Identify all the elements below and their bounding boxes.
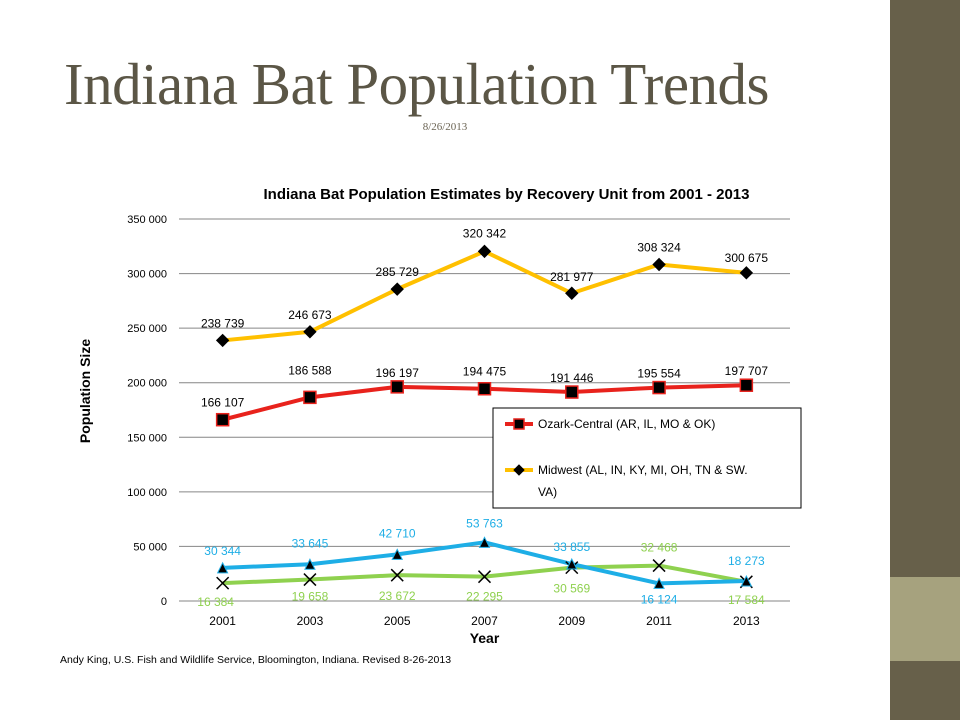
- y-tick-label: 300 000: [127, 269, 167, 281]
- legend-label-line: VA): [538, 485, 557, 499]
- data-point-marker: [740, 574, 753, 587]
- legend-marker: [513, 464, 525, 476]
- data-point-marker: [303, 573, 317, 587]
- legend-label: Midwest (AL, IN, KY, MI, OH, TN & SW. VA): [538, 463, 748, 499]
- data-label: 197 707: [725, 364, 769, 378]
- data-label: 32 468: [641, 541, 678, 555]
- data-point-marker: [565, 385, 579, 399]
- data-label: 53 763: [466, 516, 503, 530]
- y-axis-title: Population Size: [77, 339, 93, 443]
- legend-label-line: Midwest (AL, IN, KY, MI, OH, TN & SW.: [538, 463, 748, 477]
- data-point-marker: [739, 266, 754, 280]
- data-label: 238 739: [201, 316, 245, 330]
- data-point-marker: [304, 558, 316, 570]
- data-label: 18 273: [728, 554, 765, 568]
- data-label: 166 107: [201, 396, 245, 410]
- data-label: 33 645: [292, 536, 329, 550]
- population-chart: Indiana Bat Population Estimates by Reco…: [77, 186, 802, 646]
- footer-credit: Andy King, U.S. Fish and Wildlife Servic…: [60, 654, 452, 666]
- series-line-1: [222, 249, 747, 343]
- data-point-marker: [565, 286, 579, 300]
- data-point-marker: [653, 577, 665, 589]
- data-point-marker: [652, 559, 666, 573]
- data-point-marker: [303, 325, 317, 339]
- y-tick-label: 350 000: [127, 214, 167, 226]
- x-marker-stroke: [477, 570, 492, 584]
- x-tick-label: 2009: [558, 614, 585, 628]
- y-tick-label: 50 000: [133, 541, 167, 553]
- data-label: 16 384: [197, 595, 234, 609]
- data-label: 191 446: [550, 371, 594, 385]
- x-marker-stroke: [390, 568, 404, 582]
- chart-title: Indiana Bat Population Estimates by Reco…: [264, 186, 750, 203]
- y-tick-label: 0: [161, 596, 167, 608]
- data-point-marker: [390, 380, 404, 394]
- data-label: 320 342: [463, 226, 507, 240]
- data-point-marker: [477, 570, 492, 584]
- data-point-marker: [390, 282, 404, 296]
- x-tick-label: 2007: [471, 614, 498, 628]
- data-label: 300 675: [725, 251, 769, 265]
- x-tick-label: 2003: [297, 614, 324, 628]
- data-point-marker: [390, 568, 404, 582]
- data-label: 285 729: [376, 265, 420, 279]
- data-point-marker: [216, 561, 229, 574]
- data-point-marker: [303, 390, 317, 405]
- data-point-marker: [652, 257, 666, 272]
- x-tick-label: 2011: [646, 614, 672, 628]
- data-point-marker: [478, 536, 491, 548]
- data-label: 186 588: [288, 363, 332, 377]
- y-tick-label: 150 000: [127, 432, 167, 444]
- data-label: 30 344: [204, 544, 241, 558]
- series-line-3: [222, 563, 747, 586]
- legend-label: Ozark-Central (AR, IL, MO & OK): [538, 417, 715, 431]
- data-label: 30 569: [553, 582, 590, 596]
- data-label: 33 855: [553, 540, 590, 554]
- data-point-marker: [739, 378, 754, 392]
- data-label: 308 324: [637, 240, 681, 254]
- legend-box: [492, 407, 802, 509]
- data-point-marker: [477, 244, 492, 259]
- y-tick-label: 200 000: [127, 378, 167, 390]
- data-point-marker: [565, 557, 578, 570]
- data-label: 17 584: [728, 593, 765, 607]
- x-axis-title: Year: [470, 630, 500, 646]
- x-tick-label: 2013: [733, 614, 760, 628]
- data-label: 22 295: [466, 590, 503, 604]
- data-label: 196 197: [376, 366, 420, 380]
- x-marker-stroke: [216, 576, 230, 590]
- data-point-marker: [215, 333, 230, 348]
- y-tick-label: 250 000: [127, 323, 167, 335]
- data-label: 281 977: [550, 270, 594, 284]
- data-label: 194 475: [463, 365, 507, 379]
- data-label: 19 658: [292, 590, 329, 604]
- data-label: 195 554: [637, 367, 681, 381]
- data-label: 42 710: [379, 526, 416, 540]
- x-marker-stroke: [303, 573, 317, 587]
- data-label: 246 673: [288, 308, 332, 322]
- legend-marker: [513, 418, 525, 430]
- data-label: 16 124: [641, 592, 678, 606]
- data-point-marker: [391, 548, 404, 560]
- data-point-marker: [477, 381, 492, 396]
- x-marker-stroke: [652, 559, 666, 573]
- data-point-marker: [215, 412, 230, 427]
- side-accent: [890, 577, 960, 661]
- data-point-marker: [216, 576, 230, 590]
- slide-date: 8/26/2013: [422, 121, 468, 133]
- y-tick-label: 100 000: [127, 487, 167, 499]
- slide-title: Indiana Bat Population Trends: [64, 51, 769, 117]
- x-tick-label: 2001: [209, 614, 236, 628]
- data-point-marker: [652, 380, 666, 395]
- data-label: 23 672: [379, 589, 416, 603]
- x-tick-label: 2005: [384, 614, 411, 628]
